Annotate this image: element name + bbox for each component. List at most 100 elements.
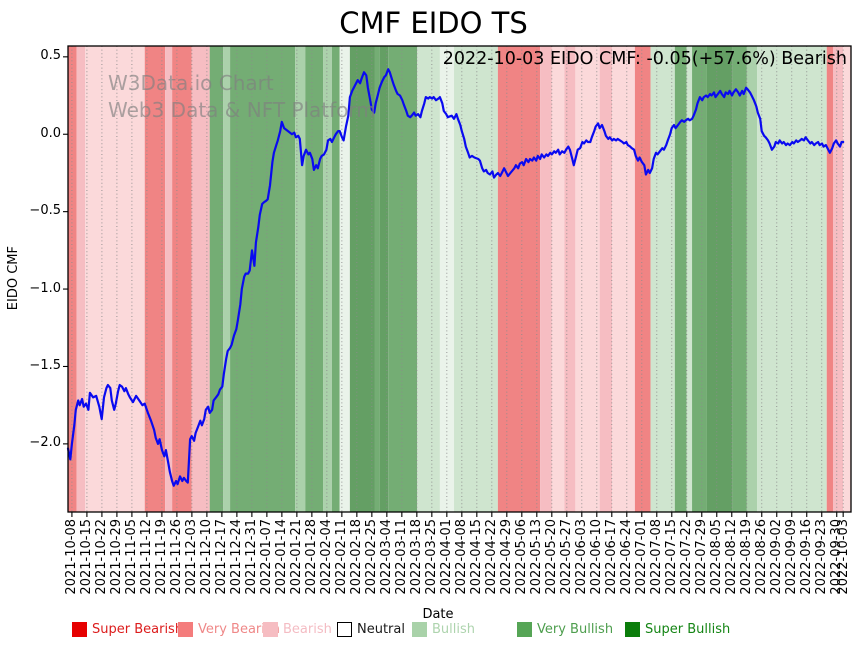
x-tick-label: 2022-04-08 — [454, 519, 470, 595]
x-tick-label: 2022-04-15 — [469, 519, 485, 595]
band-bullish-med — [746, 46, 758, 512]
x-tick-label: 2022-05-27 — [559, 519, 575, 595]
x-tick-label: 2022-08-05 — [709, 519, 725, 595]
legend-swatch-super-bearish — [72, 621, 87, 637]
x-tick-label: 2022-09-23 — [814, 519, 830, 595]
band-bearish-light — [612, 46, 635, 512]
x-tick-label: 2022-01-21 — [289, 519, 305, 595]
x-tick-label: 2022-01-07 — [259, 519, 275, 595]
x-tick-label: 2022-03-11 — [394, 519, 410, 595]
band-very-bullish-dark — [706, 46, 733, 512]
band-very-bullish-dark — [379, 46, 389, 512]
x-tick-label: 2021-12-17 — [214, 519, 230, 595]
y-tick-label: 0.0 — [40, 125, 61, 141]
watermark: W3Data.io Chart Web3 Data & NFT Platform — [108, 70, 376, 124]
x-tick-label: 2022-04-22 — [484, 519, 500, 595]
cmf-annotation: 2022-10-03 EIDO CMF: -0.05(+57.6%) Beari… — [442, 49, 847, 69]
legend-label-super-bearish: Super Bearish — [92, 621, 184, 637]
band-very-bearish — [497, 46, 541, 512]
legend-label-bearish: Bearish — [283, 621, 332, 637]
x-tick-label: 2021-12-31 — [244, 519, 260, 595]
x-tick-label: 2021-11-19 — [154, 519, 170, 595]
x-tick-label: 2022-05-06 — [514, 519, 530, 595]
x-tick-label: 2022-01-14 — [274, 519, 290, 595]
x-tick-label: 2022-06-17 — [604, 519, 620, 595]
x-tick-label: 2021-10-29 — [109, 519, 125, 595]
x-tick-label: 2022-05-13 — [529, 519, 545, 595]
band-very-bearish — [68, 46, 77, 512]
band-bearish — [76, 46, 86, 512]
y-tick-label: −2.0 — [29, 435, 61, 451]
band-bullish — [417, 46, 440, 512]
x-tick-label: 2022-06-10 — [589, 519, 605, 595]
x-tick-label: 2022-03-04 — [379, 519, 395, 595]
x-tick-label: 2022-06-24 — [619, 519, 635, 595]
band-bearish — [191, 46, 210, 512]
band-bullish-med — [223, 46, 231, 512]
x-tick-label: 2022-07-29 — [694, 519, 710, 595]
x-tick-label: 2022-08-19 — [739, 519, 755, 595]
y-axis-label: EIDO CMF — [6, 246, 21, 311]
band-very-bearish — [144, 46, 166, 512]
band-very-bearish — [634, 46, 651, 512]
band-bearish — [832, 46, 844, 512]
x-tick-label: 2022-07-08 — [649, 519, 665, 595]
plot-frame — [67, 45, 852, 513]
band-bearish — [165, 46, 173, 512]
x-tick-label: 2022-03-25 — [424, 519, 440, 595]
x-tick-label: 2022-07-01 — [634, 519, 650, 595]
band-bullish-med — [323, 46, 332, 512]
x-tick-label: 2022-07-22 — [679, 519, 695, 595]
x-tick-label: 2021-11-12 — [139, 519, 155, 595]
legend-swatch-very-bullish — [517, 621, 532, 637]
x-tick-label: 2022-04-01 — [439, 519, 455, 595]
band-very-bullish — [331, 46, 340, 512]
y-tick-label: −0.5 — [29, 203, 61, 219]
legend-item-neutral: Neutral — [337, 621, 405, 637]
x-tick-label: 2022-03-18 — [409, 519, 425, 595]
band-bullish-pale — [339, 46, 350, 512]
legend-label-neutral: Neutral — [357, 621, 405, 637]
band-bearish — [564, 46, 576, 512]
band-bullish-med — [295, 46, 306, 512]
cmf-line — [66, 68, 845, 487]
legend-label-bullish: Bullish — [432, 621, 476, 637]
y-tick-label: −1.0 — [29, 280, 61, 296]
band-bullish — [686, 46, 693, 512]
band-bearish-light — [85, 46, 145, 512]
band-very-bullish — [374, 46, 380, 512]
x-tick-label: 2022-09-09 — [784, 519, 800, 595]
axis-ticks — [63, 56, 844, 517]
y-tick-label: 0.5 — [40, 48, 61, 64]
band-bearish-light — [843, 46, 851, 512]
x-tick-label: 2021-10-08 — [64, 519, 80, 595]
x-tick-label: 2021-12-03 — [184, 519, 200, 595]
legend-swatch-neutral — [337, 621, 352, 637]
x-tick-label: 2022-01-28 — [304, 519, 320, 595]
legend-swatch-bearish — [263, 621, 278, 637]
x-tick-label: 2021-11-05 — [124, 519, 140, 595]
band-bullish — [757, 46, 827, 512]
legend-item-very-bullish: Very Bullish — [517, 621, 613, 637]
band-bullish — [650, 46, 675, 512]
x-tick-label: 2022-08-26 — [754, 519, 770, 595]
band-very-bullish — [692, 46, 707, 512]
legend-item-super-bearish: Super Bearish — [72, 621, 183, 637]
band-very-bullish — [388, 46, 418, 512]
x-tick-label: 2021-12-10 — [199, 519, 215, 595]
watermark-line2: Web3 Data & NFT Platform — [108, 98, 376, 122]
band-bearish — [599, 46, 613, 512]
x-tick-label: 2022-02-25 — [364, 519, 380, 595]
x-tick-label: 2021-11-26 — [169, 519, 185, 595]
band-very-bullish — [674, 46, 687, 512]
x-tick-label: 2022-05-20 — [544, 519, 560, 595]
page-title: CMF EIDO TS — [339, 6, 528, 40]
legend-swatch-bullish — [412, 621, 427, 637]
legend-swatch-very-bearish — [178, 621, 193, 637]
x-tick-label: 2021-10-22 — [94, 519, 110, 595]
band-bearish-light — [575, 46, 600, 512]
legend-swatch-super-bullish — [625, 621, 640, 637]
band-bearish — [540, 46, 552, 512]
band-very-bullish — [732, 46, 747, 512]
